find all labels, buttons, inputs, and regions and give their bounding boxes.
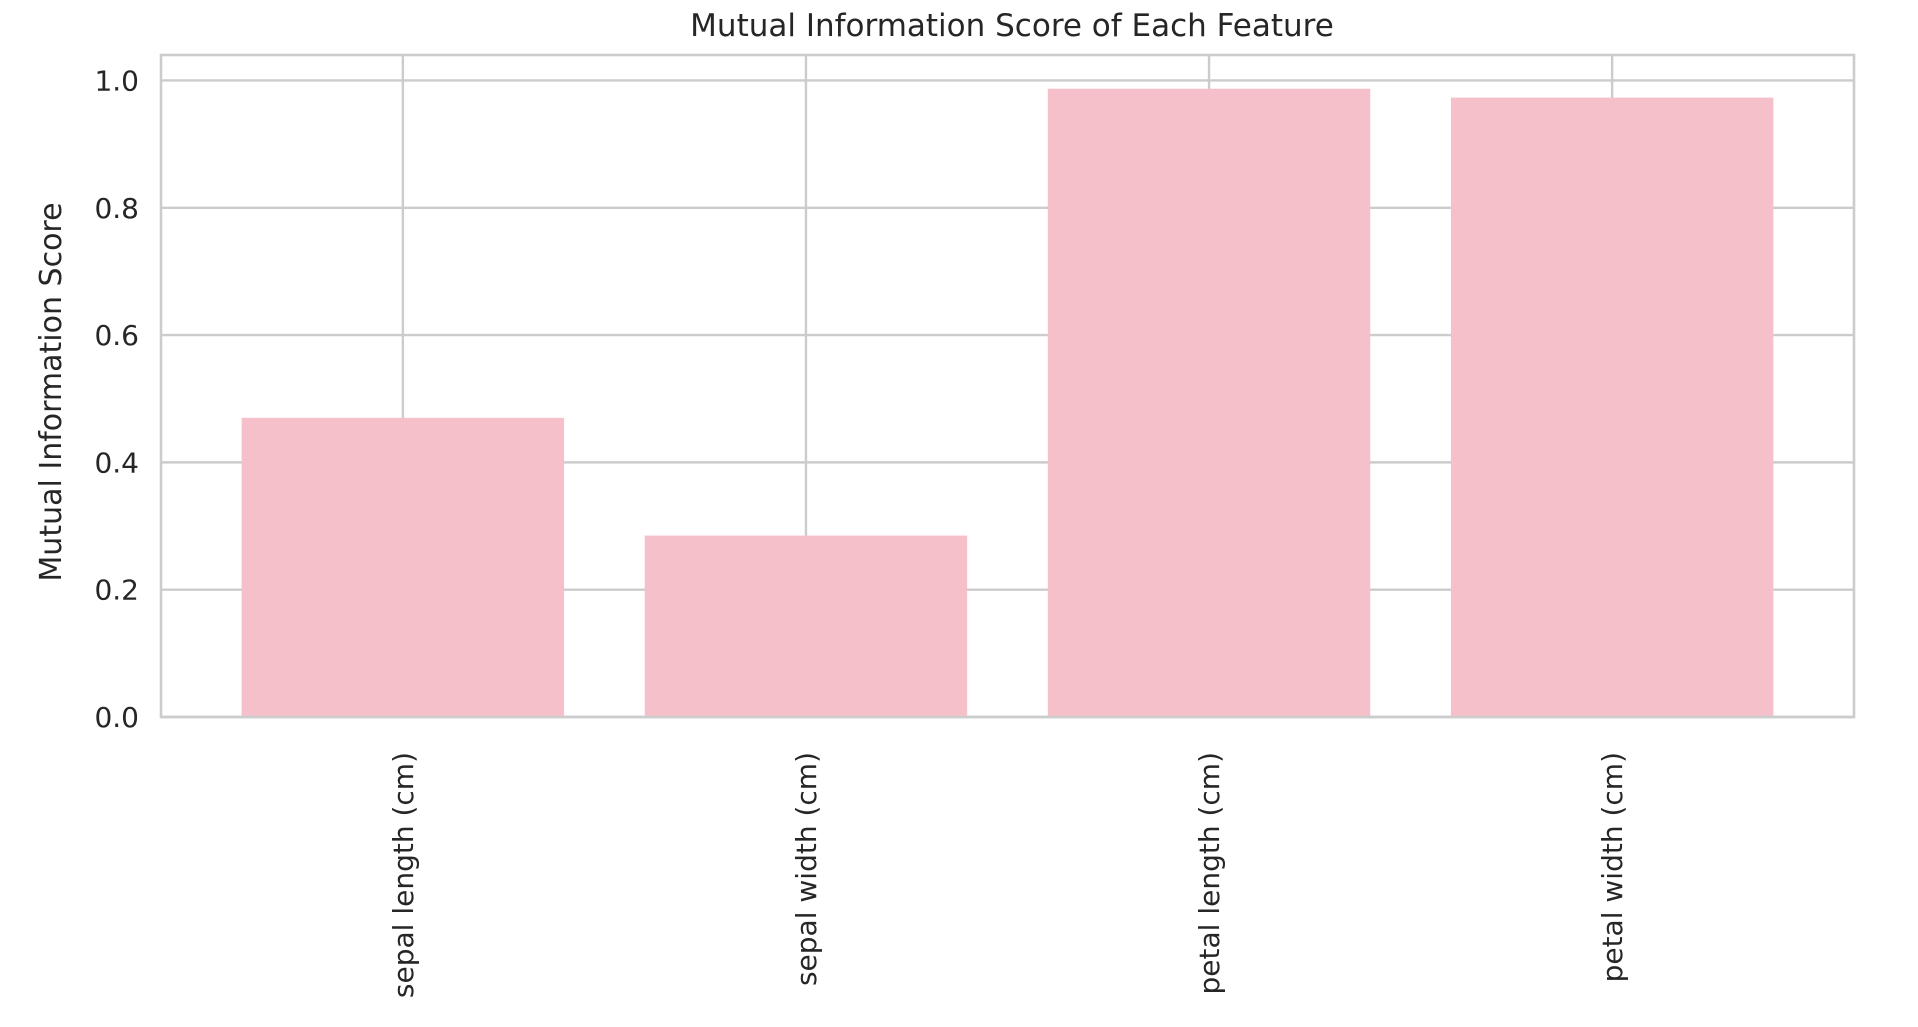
bars-layer <box>241 88 1774 718</box>
bar <box>1047 88 1371 717</box>
y-axis-label: Mutual Information Score <box>34 202 69 581</box>
x-tick-label: sepal width (cm) <box>790 752 823 986</box>
y-tick-label: 0.4 <box>94 446 139 479</box>
y-tick-label: 1.0 <box>94 64 139 97</box>
y-tick-label: 0.6 <box>94 319 139 352</box>
plot-frame <box>159 53 1856 719</box>
y-tick-labels: 0.0 0.2 0.4 0.6 0.8 1.0 <box>94 64 139 734</box>
y-tick-label: 0.2 <box>94 574 139 607</box>
chart-title: Mutual Information Score of Each Feature <box>690 8 1334 44</box>
x-tick-label: sepal length (cm) <box>387 752 420 998</box>
bar <box>241 417 565 717</box>
x-tick-label: petal width (cm) <box>1596 752 1629 982</box>
y-tick-label: 0.0 <box>94 701 139 734</box>
bar <box>1450 97 1774 718</box>
bar <box>644 535 968 717</box>
y-tick-label: 0.8 <box>94 192 139 225</box>
x-tick-label: petal length (cm) <box>1193 752 1226 994</box>
x-tick-labels: sepal length (cm) sepal width (cm) petal l… <box>387 752 1629 998</box>
